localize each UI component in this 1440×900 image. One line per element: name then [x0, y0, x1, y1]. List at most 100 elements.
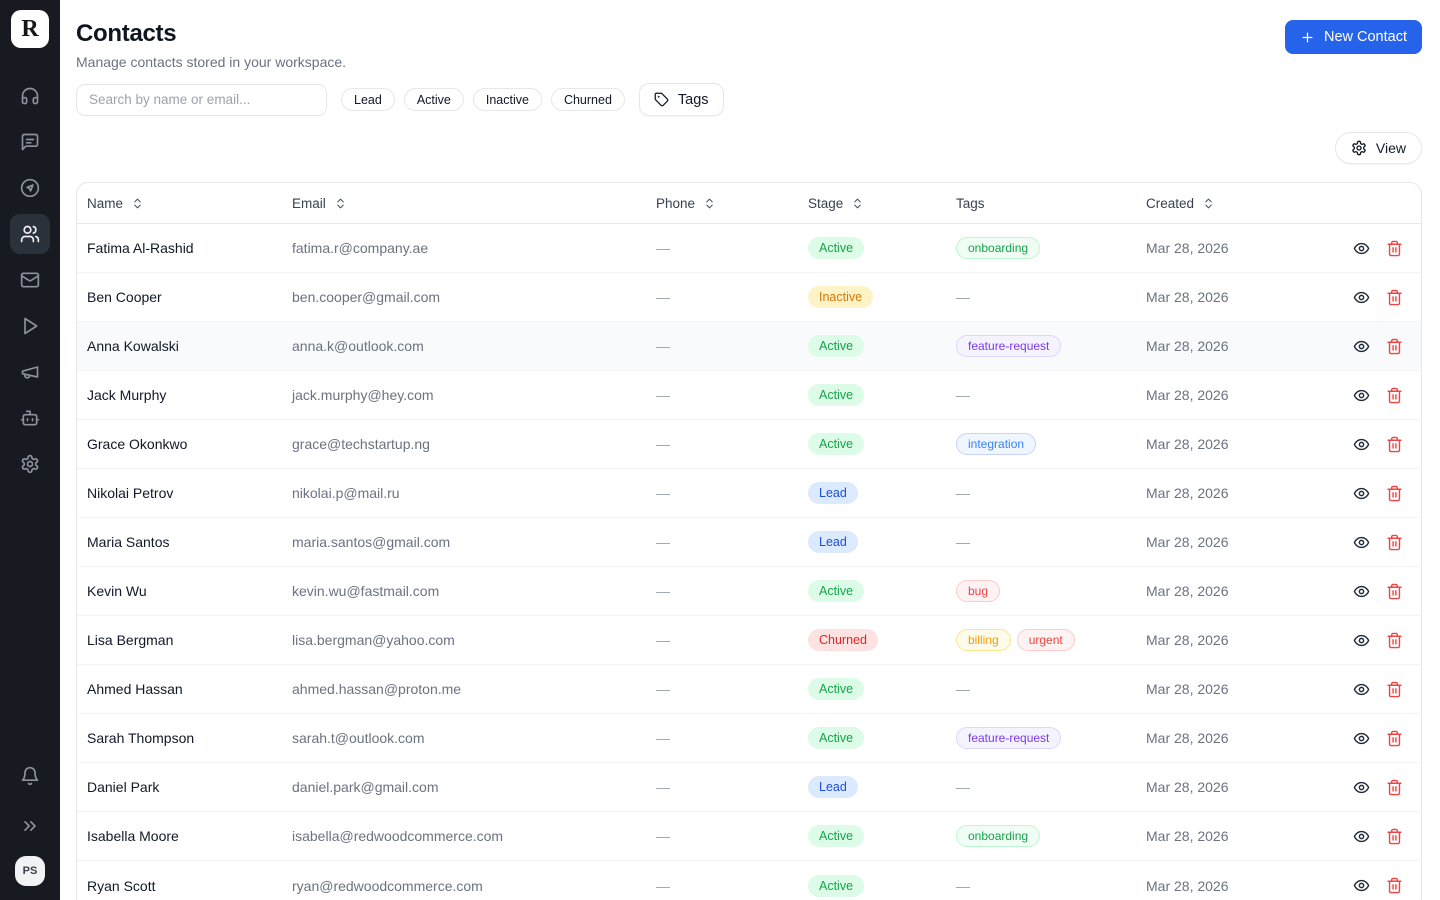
- table-row[interactable]: Jack Murphy jack.murphy@hey.com — Active — Ma…: [77, 371, 1421, 420]
- delete-contact-button[interactable]: [1386, 436, 1403, 453]
- trash-icon: [1387, 338, 1402, 354]
- sort-icon[interactable]: [703, 197, 716, 210]
- row-actions: [1346, 485, 1421, 502]
- table-row[interactable]: Isabella Moore isabella@redwoodcommerce.c…: [77, 812, 1421, 861]
- table-row[interactable]: Ahmed Hassan ahmed.hassan@proton.me — Activ…: [77, 665, 1421, 714]
- contact-name: Jack Murphy: [87, 387, 167, 403]
- sidebar-item-settings[interactable]: [10, 444, 50, 484]
- table-row[interactable]: Sarah Thompson sarah.t@outlook.com — Active…: [77, 714, 1421, 763]
- stage-cell: Lead: [798, 482, 946, 504]
- view-contact-button[interactable]: [1353, 632, 1370, 649]
- table-header-row: Name Email Phone Stage Tags Created: [77, 183, 1421, 224]
- view-contact-button[interactable]: [1353, 828, 1370, 845]
- filter-pill-lead[interactable]: Lead: [341, 88, 395, 111]
- delete-contact-button[interactable]: [1386, 387, 1403, 404]
- table-row[interactable]: Grace Okonkwo grace@techstartup.ng — Active…: [77, 420, 1421, 469]
- table-row[interactable]: Ryan Scott ryan@redwoodcommerce.com — Activ…: [77, 861, 1421, 900]
- bot-icon: [20, 408, 40, 428]
- stage-badge: Active: [808, 580, 865, 602]
- table-row[interactable]: Kevin Wu kevin.wu@fastmail.com — Active bug M…: [77, 567, 1421, 616]
- sidebar-item-explore[interactable]: [10, 168, 50, 208]
- new-contact-button[interactable]: New Contact: [1284, 20, 1422, 54]
- table-row[interactable]: Anna Kowalski anna.k@outlook.com — Active fe…: [77, 322, 1421, 371]
- delete-contact-button[interactable]: [1386, 289, 1403, 306]
- table-row[interactable]: Ben Cooper ben.cooper@gmail.com — Inactive —…: [77, 273, 1421, 322]
- sidebar-item-support[interactable]: [10, 76, 50, 116]
- tags-cell: feature-request: [946, 335, 1136, 357]
- view-contact-button[interactable]: [1353, 877, 1370, 894]
- column-header-name[interactable]: Name: [77, 196, 282, 211]
- sort-icon[interactable]: [131, 197, 144, 210]
- filter-pill-active[interactable]: Active: [403, 88, 464, 111]
- user-avatar[interactable]: PS: [15, 856, 45, 886]
- contact-created: Mar 28, 2026: [1146, 240, 1229, 256]
- trash-icon: [1387, 828, 1402, 844]
- delete-contact-button[interactable]: [1386, 632, 1403, 649]
- sort-icon[interactable]: [851, 197, 864, 210]
- sort-icon[interactable]: [334, 197, 347, 210]
- contact-created: Mar 28, 2026: [1146, 779, 1229, 795]
- sidebar-bottom: PS: [10, 756, 50, 886]
- contact-name: Isabella Moore: [87, 828, 179, 844]
- row-actions: [1346, 632, 1421, 649]
- delete-contact-button[interactable]: [1386, 779, 1403, 796]
- filter-pill-churned[interactable]: Churned: [550, 88, 625, 111]
- delete-contact-button[interactable]: [1386, 485, 1403, 502]
- column-header-tags: Tags: [946, 196, 1136, 211]
- tags-cell: —: [946, 289, 1136, 305]
- column-header-email[interactable]: Email: [282, 196, 646, 211]
- view-contact-button[interactable]: [1353, 387, 1370, 404]
- delete-contact-button[interactable]: [1386, 877, 1403, 894]
- delete-contact-button[interactable]: [1386, 730, 1403, 747]
- view-contact-button[interactable]: [1353, 779, 1370, 796]
- delete-contact-button[interactable]: [1386, 240, 1403, 257]
- view-contact-button[interactable]: [1353, 583, 1370, 600]
- tags-filter-button[interactable]: Tags: [638, 83, 724, 116]
- delete-contact-button[interactable]: [1386, 534, 1403, 551]
- view-options-button[interactable]: View: [1334, 132, 1422, 164]
- column-header-phone[interactable]: Phone: [646, 196, 798, 211]
- view-contact-button[interactable]: [1353, 681, 1370, 698]
- contact-phone: —: [656, 730, 670, 746]
- sidebar-item-messages[interactable]: [10, 122, 50, 162]
- delete-contact-button[interactable]: [1386, 583, 1403, 600]
- view-contact-button[interactable]: [1353, 730, 1370, 747]
- column-header-stage[interactable]: Stage: [798, 196, 946, 211]
- view-contact-button[interactable]: [1353, 240, 1370, 257]
- table-row[interactable]: Fatima Al-Rashid fatima.r@company.ae — Acti…: [77, 224, 1421, 273]
- column-label: Tags: [956, 195, 985, 211]
- sidebar-item-campaigns[interactable]: [10, 306, 50, 346]
- sort-icon[interactable]: [1202, 197, 1215, 210]
- view-contact-button[interactable]: [1353, 289, 1370, 306]
- column-header-created[interactable]: Created: [1136, 196, 1346, 211]
- delete-contact-button[interactable]: [1386, 338, 1403, 355]
- search-input[interactable]: [76, 83, 327, 116]
- contact-created: Mar 28, 2026: [1146, 387, 1229, 403]
- filter-pill-inactive[interactable]: Inactive: [472, 88, 542, 111]
- delete-contact-button[interactable]: [1386, 828, 1403, 845]
- stage-badge: Active: [808, 433, 865, 455]
- row-actions: [1346, 877, 1421, 894]
- sidebar-item-broadcasts[interactable]: [10, 352, 50, 392]
- view-contact-button[interactable]: [1353, 534, 1370, 551]
- toolbar: Lead Active Inactive Churned Tags: [76, 83, 1422, 116]
- contact-phone: —: [656, 877, 670, 894]
- sidebar-item-automation[interactable]: [10, 398, 50, 438]
- table-row[interactable]: Nikolai Petrov nikolai.p@mail.ru — Lead — Mar…: [77, 469, 1421, 518]
- notifications-button[interactable]: [10, 756, 50, 796]
- eye-icon: [1353, 781, 1370, 793]
- sidebar-item-mail[interactable]: [10, 260, 50, 300]
- table-row[interactable]: Daniel Park daniel.park@gmail.com — Lead — Ma…: [77, 763, 1421, 812]
- sidebar-item-contacts[interactable]: [10, 214, 50, 254]
- trash-icon: [1387, 485, 1402, 501]
- empty-tags: —: [956, 534, 970, 550]
- delete-contact-button[interactable]: [1386, 681, 1403, 698]
- view-contact-button[interactable]: [1353, 436, 1370, 453]
- view-contact-button[interactable]: [1353, 338, 1370, 355]
- view-contact-button[interactable]: [1353, 485, 1370, 502]
- table-row[interactable]: Maria Santos maria.santos@gmail.com — Lead —…: [77, 518, 1421, 567]
- empty-tags: —: [956, 681, 970, 697]
- contact-email: maria.santos@gmail.com: [292, 534, 451, 550]
- table-row[interactable]: Lisa Bergman lisa.bergman@yahoo.com — Churn…: [77, 616, 1421, 665]
- collapse-sidebar-button[interactable]: [10, 806, 50, 846]
